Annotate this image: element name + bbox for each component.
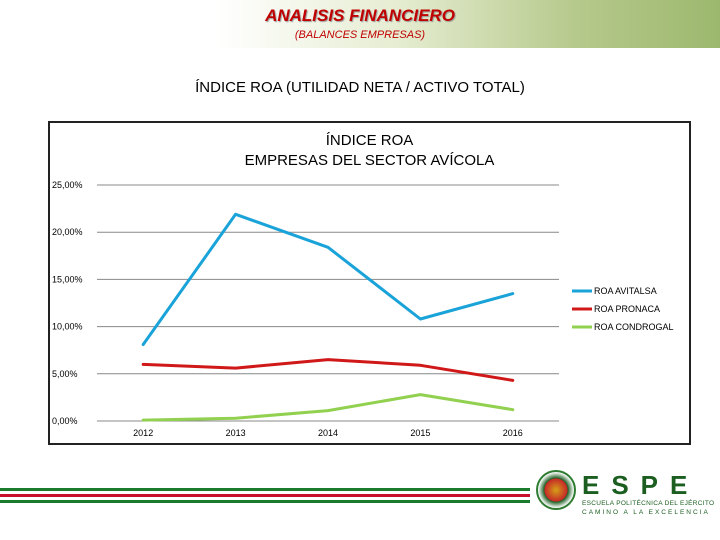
x-tick-label-2: 2014	[318, 428, 338, 438]
logo-line-1: ESCUELA POLITÉCNICA DEL EJÉRCITO	[582, 500, 715, 507]
footer-stripe-3	[0, 497, 530, 500]
series-2-point-0	[142, 418, 145, 422]
x-tick-label-3: 2015	[410, 428, 430, 438]
chart-frame	[48, 121, 691, 445]
series-2-point-3	[419, 393, 422, 396]
series-0-point-1	[234, 213, 237, 216]
series-0-point-2	[326, 246, 330, 249]
x-tick-label-0: 2012	[133, 428, 153, 438]
logo-letters: ESPE	[582, 470, 700, 500]
university-seal-icon	[536, 470, 576, 510]
legend-label-2: ROA CONDROGAL	[594, 322, 674, 332]
footer-stripe-2	[0, 494, 530, 497]
page-title: ANALISIS FINANCIERO	[265, 6, 455, 25]
series-line-1	[141, 358, 515, 382]
footer-stripe-1	[0, 491, 530, 494]
series-1-point-1	[234, 366, 237, 370]
x-tick-label-4: 2016	[503, 428, 523, 438]
footer-stripe-4	[0, 500, 530, 503]
y-tick-label-3: 15,00%	[52, 274, 83, 284]
y-tick-label-0: 0,00%	[52, 416, 78, 426]
slide-heading: ÍNDICE ROA (UTILIDAD NETA / ACTIVO TOTAL…	[195, 79, 525, 96]
series-0-point-0	[142, 343, 145, 346]
footer-stripe-0	[0, 488, 530, 491]
series-1-point-0	[142, 363, 145, 366]
chart-title: ÍNDICE ROA EMPRESAS DEL SECTOR AVÍCOLA	[48, 131, 691, 171]
series-line-2	[141, 393, 515, 422]
series-2-point-2	[326, 409, 330, 412]
legend-label-0: ROA AVITALSA	[594, 286, 657, 296]
chart-title-line-1: ÍNDICE ROA	[325, 132, 414, 149]
x-tick-label-1: 2013	[226, 428, 246, 438]
page-subtitle: (BALANCES EMPRESAS)	[294, 29, 426, 41]
series-1-point-4	[511, 379, 514, 382]
logo-line-2: CAMINO A LA EXCELENCIA	[582, 509, 710, 516]
espe-logo: ESPE ESCUELA POLITÉCNICA DEL EJÉRCITO CA…	[536, 470, 716, 520]
y-tick-label-1: 5,00%	[52, 369, 78, 379]
y-tick-label-5: 25,00%	[52, 180, 83, 190]
footer-stripes	[0, 488, 530, 503]
chart-title-line-2: EMPRESAS DEL SECTOR AVÍCOLA	[244, 152, 495, 169]
series-0-point-4	[511, 292, 514, 295]
series-2-point-4	[511, 408, 514, 411]
y-tick-label-4: 20,00%	[52, 227, 83, 237]
series-2-point-1	[234, 416, 237, 420]
series-1-point-3	[419, 364, 422, 367]
series-1-point-2	[326, 358, 330, 361]
series-0-point-3	[419, 317, 422, 321]
legend-label-1: ROA PRONACA	[594, 304, 660, 314]
y-tick-label-2: 10,00%	[52, 322, 83, 332]
header-band	[0, 0, 720, 48]
